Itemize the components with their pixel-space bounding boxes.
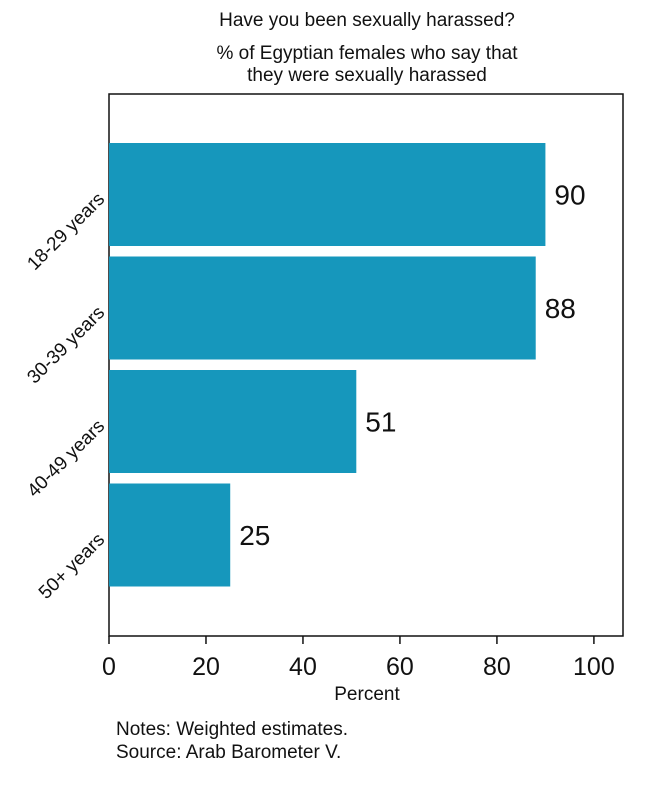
x-axis: 0 20 40 60 80 100 [102,636,615,681]
chart-subtitle-line-1: % of Egyptian females who say that [217,43,519,64]
x-tick-label: 0 [102,653,116,681]
bars-layer: 90 88 51 25 [109,143,586,587]
x-tick-label: 80 [483,653,511,681]
x-tick-label: 40 [289,653,317,681]
category-label: 50+ years [35,529,109,603]
category-label: 30-39 years [23,302,109,388]
bar-value-label: 88 [545,293,576,324]
notes-line: Notes: Weighted estimates. [116,719,348,740]
plot-area-frame [108,93,624,637]
chart-subtitle-line-2: they were sexually harassed [247,65,487,86]
bar [109,256,536,360]
x-tick-label: 100 [573,653,615,681]
bar [109,143,546,246]
category-label: 40-49 years [23,416,109,502]
x-axis-label: Percent [334,684,400,705]
bar-value-label: 90 [554,180,585,211]
x-tick-label: 20 [192,653,220,681]
category-labels-layer: 18-29 years 30-39 years 40-49 years 50+ yea… [23,189,109,604]
bar-value-label: 51 [365,407,396,438]
bar [109,483,231,587]
bar-value-label: 25 [239,520,270,551]
chart-title: Have you been sexually harassed? [219,10,515,31]
bar [109,370,357,473]
category-label: 18-29 years [23,189,109,275]
x-tick-label: 60 [386,653,414,681]
source-line: Source: Arab Barometer V. [116,742,341,763]
